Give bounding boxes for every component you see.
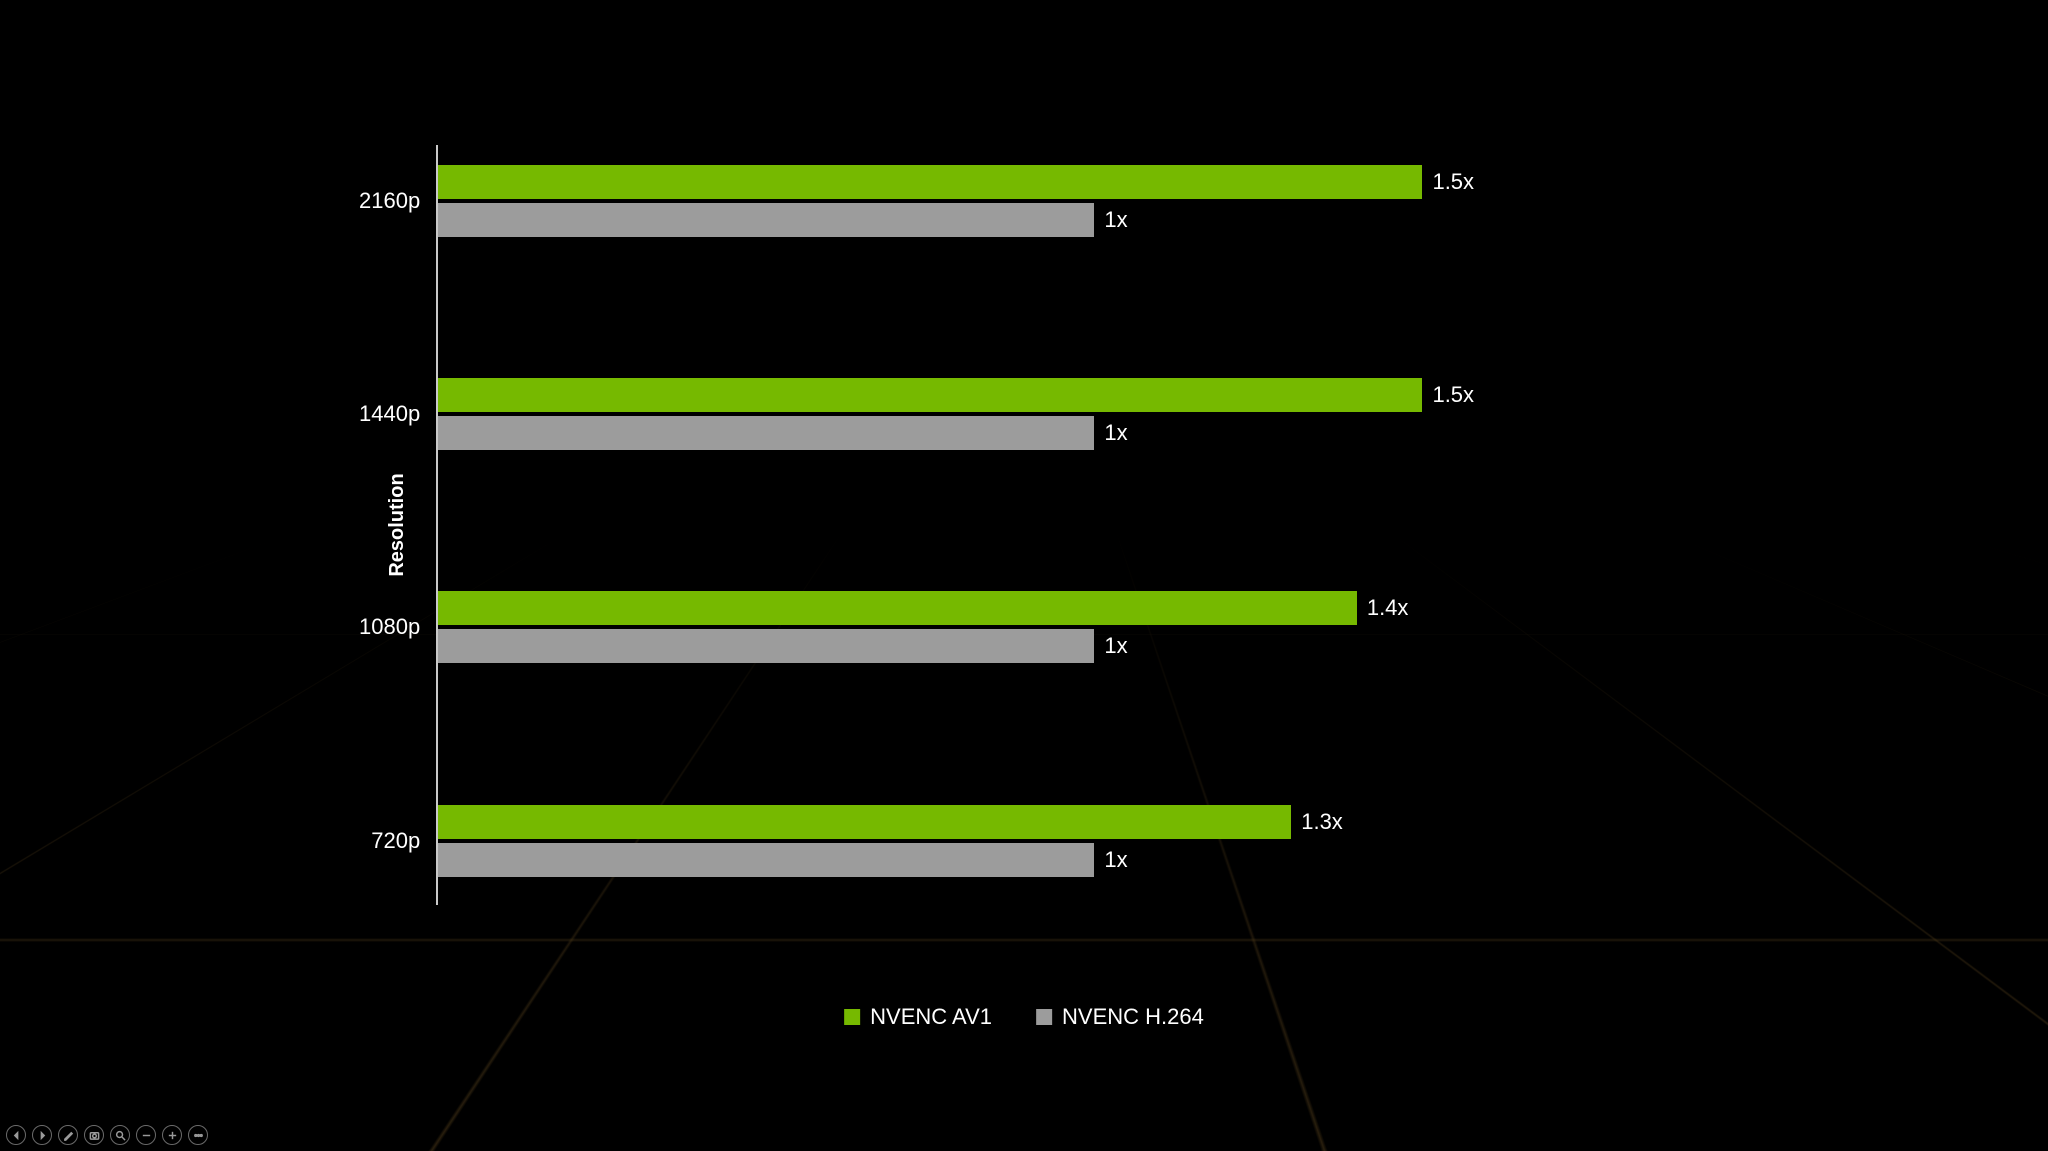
bar-group: 720p1.3x1x <box>438 805 1624 877</box>
category-label: 2160p <box>359 188 420 214</box>
bar-value-label: 1.3x <box>1301 809 1343 835</box>
bar <box>438 203 1094 237</box>
bar <box>438 629 1094 663</box>
legend-swatch <box>844 1009 860 1025</box>
category-label: 720p <box>371 828 420 854</box>
bar-value-label: 1.4x <box>1367 595 1409 621</box>
legend: NVENC AV1 NVENC H.264 <box>844 1004 1204 1030</box>
legend-swatch <box>1036 1009 1052 1025</box>
chevron-left-icon <box>11 1130 22 1141</box>
bar-value-label: 1x <box>1104 207 1127 233</box>
bar-row: 1x <box>438 416 1624 450</box>
bar-group: 1440p1.5x1x <box>438 378 1624 450</box>
chart-stage: Resolution 2160p 1.5x 1x 1440p 1.5x 1x 1080p 1.… <box>0 0 2048 1151</box>
legend-item-av1: NVENC AV1 <box>844 1004 992 1030</box>
bar-value-label: 1.5x <box>1432 382 1474 408</box>
bar-row: 1.3x <box>438 805 1624 839</box>
bar-value-label: 1x <box>1104 420 1127 446</box>
y-axis-title: Resolution <box>386 473 409 576</box>
category-label: 1440p <box>359 401 420 427</box>
minus-icon <box>141 1130 152 1141</box>
legend-label: NVENC H.264 <box>1062 1004 1204 1030</box>
bar-groups: 2160p1.5x1x1440p1.5x1x1080p1.4x1x720p1.3… <box>438 145 1624 905</box>
bar-group: 1080p1.4x1x <box>438 591 1624 663</box>
zoom-out-button[interactable] <box>136 1125 156 1145</box>
edit-button[interactable] <box>58 1125 78 1145</box>
plus-icon <box>167 1130 178 1141</box>
next-button[interactable] <box>32 1125 52 1145</box>
toolbar <box>6 1125 208 1145</box>
more-button[interactable] <box>188 1125 208 1145</box>
pencil-icon <box>63 1130 74 1141</box>
more-icon <box>193 1130 204 1141</box>
zoom-in-button[interactable] <box>162 1125 182 1145</box>
bar <box>438 416 1094 450</box>
search-icon <box>115 1130 126 1141</box>
bar-row: 1x <box>438 629 1624 663</box>
bar-row: 1x <box>438 843 1624 877</box>
bar <box>438 843 1094 877</box>
bar-row: 1.4x <box>438 591 1624 625</box>
legend-item-h264: NVENC H.264 <box>1036 1004 1204 1030</box>
camera-icon <box>89 1130 100 1141</box>
bar <box>438 165 1422 199</box>
bar-group: 2160p1.5x1x <box>438 165 1624 237</box>
bar-value-label: 1x <box>1104 633 1127 659</box>
bar-value-label: 1.5x <box>1432 169 1474 195</box>
bar-row: 1x <box>438 203 1624 237</box>
legend-label: NVENC AV1 <box>870 1004 992 1030</box>
search-button[interactable] <box>110 1125 130 1145</box>
chevron-right-icon <box>37 1130 48 1141</box>
prev-button[interactable] <box>6 1125 26 1145</box>
bar-chart: Resolution 2160p1.5x1x1440p1.5x1x1080p1.… <box>436 145 1624 905</box>
category-label: 1080p <box>359 614 420 640</box>
bar <box>438 591 1357 625</box>
bar <box>438 805 1291 839</box>
bar-row: 1.5x <box>438 165 1624 199</box>
bar <box>438 378 1422 412</box>
bar-value-label: 1x <box>1104 847 1127 873</box>
bar-row: 1.5x <box>438 378 1624 412</box>
screenshot-button[interactable] <box>84 1125 104 1145</box>
